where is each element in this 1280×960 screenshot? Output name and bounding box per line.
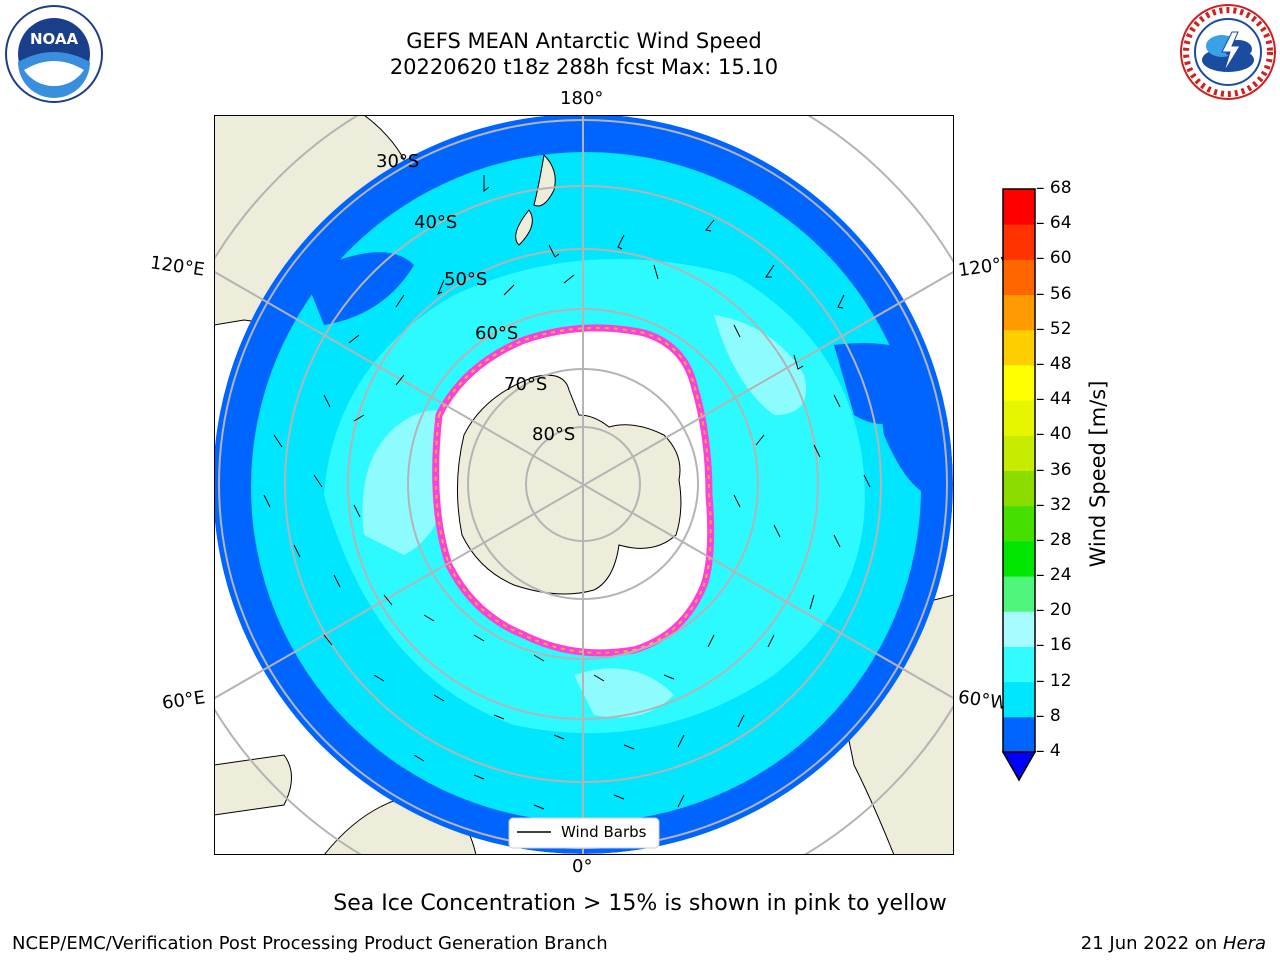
legend-label: Wind Barbs [561, 823, 647, 841]
colorbar-band [1003, 646, 1035, 683]
colorbar-bands [1003, 189, 1035, 753]
noaa-text: NOAA [30, 30, 79, 48]
colorbar-band [1003, 505, 1035, 542]
colorbar-ticks: – 4 – 8 – 12 – 16 – 20 – 24 – 28 – 32 – 36 – 40 – … [1036, 0, 1100, 960]
colorbar-tick-label: – 60 [1036, 248, 1072, 269]
lat-label-40s: 40°S [414, 212, 458, 233]
colorbar-band [1003, 681, 1035, 718]
lon-label-0: 0° [572, 856, 593, 877]
sea-ice-note: Sea Ice Concentration > 15% is shown in … [333, 891, 947, 916]
colorbar-band [1003, 224, 1035, 260]
colorbar-tick-label: – 40 [1036, 424, 1072, 445]
antarctic-wind-map: Wind Barbs [214, 115, 954, 855]
colorbar-band [1003, 435, 1035, 471]
title-line-1: GEFS MEAN Antarctic Wind Speed [406, 29, 762, 53]
colorbar-tick-label: – 36 [1036, 459, 1072, 480]
colorbar-band [1003, 189, 1035, 225]
colorbar-tick-label: – 4 [1036, 741, 1061, 761]
colorbar-band [1003, 400, 1035, 436]
colorbar-tick-label: – 20 [1036, 600, 1072, 621]
colorbar-band [1003, 576, 1035, 612]
colorbar-band [1003, 470, 1035, 507]
lat-label-80s: 80°S [532, 424, 576, 445]
colorbar-tick-label: – 16 [1036, 635, 1072, 656]
colorbar-label: Wind Speed [m/s] [1086, 380, 1110, 568]
lon-label-180: 180° [560, 88, 604, 109]
colorbar-tick-label: – 48 [1036, 353, 1072, 374]
lon-label-60e: 60°E [160, 687, 207, 714]
colorbar-tick-label: – 12 [1036, 670, 1072, 691]
colorbar [1001, 188, 1037, 782]
lat-label-70s: 70°S [504, 374, 548, 395]
footer-date: 21 Jun 2022 on Hera [1081, 933, 1266, 954]
colorbar-band [1003, 611, 1035, 647]
colorbar-tick-label: – 32 [1036, 494, 1072, 515]
colorbar-tick-label: – 44 [1036, 389, 1072, 410]
footer-credit: NCEP/EMC/Verification Post Processing Pr… [12, 933, 608, 954]
lat-label-50s: 50°S [444, 269, 488, 290]
colorbar-band [1003, 540, 1035, 577]
colorbar-tick-label: – 56 [1036, 283, 1072, 304]
lat-label-60s: 60°S [475, 323, 519, 344]
colorbar-extend-arrow [1001, 751, 1037, 782]
colorbar-tick-label: – 68 [1036, 178, 1072, 198]
lat-label-30s: 30°S [376, 151, 420, 172]
footer-date-text: 21 Jun 2022 on [1080, 933, 1223, 954]
title-line-2: 20220620 t18z 288h fcst Max: 15.10 [389, 55, 779, 79]
noaa-logo: NOAA [5, 5, 103, 103]
footer-machine: Hera [1222, 933, 1266, 954]
colorbar-tick-label: – 64 [1036, 213, 1072, 234]
legend-box [508, 817, 660, 849]
lon-label-120e: 120°E [148, 252, 206, 281]
colorbar-band [1003, 364, 1035, 401]
colorbar-band [1003, 329, 1035, 366]
colorbar-tick-label: – 8 [1036, 705, 1061, 726]
colorbar-tick-label: – 28 [1036, 529, 1072, 550]
colorbar-tick-label: – 52 [1036, 318, 1072, 339]
colorbar-band [1003, 259, 1035, 296]
colorbar-tick-label: – 24 [1036, 565, 1072, 586]
colorbar-band [1003, 294, 1035, 331]
nws-logo [1180, 4, 1276, 100]
colorbar-band [1003, 716, 1035, 753]
